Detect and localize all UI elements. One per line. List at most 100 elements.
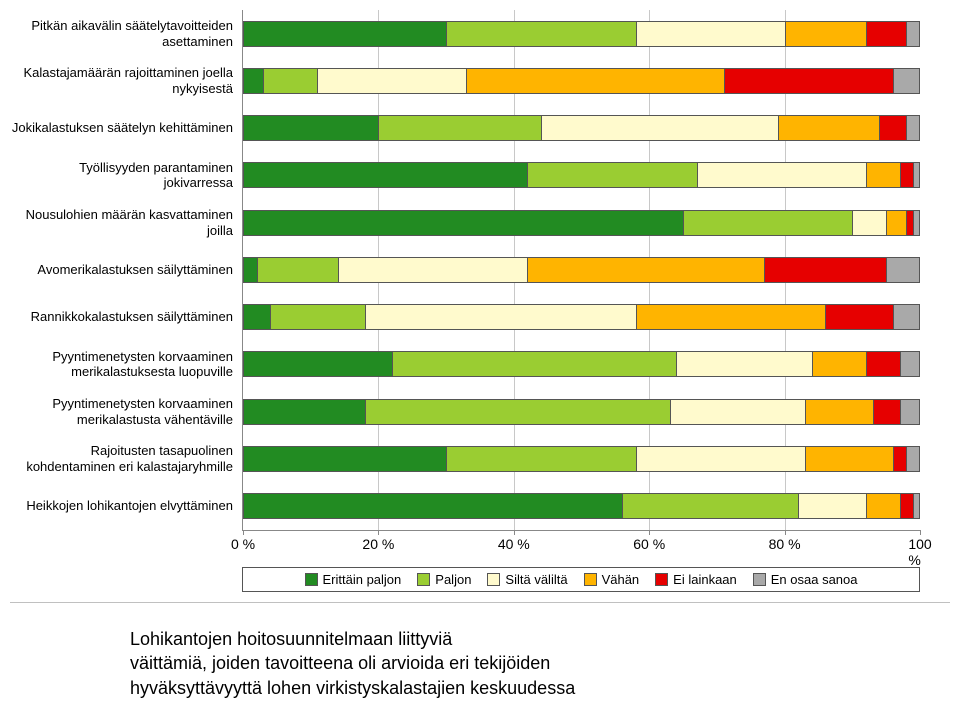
legend-label: Paljon [435, 572, 471, 587]
category-label: Pyyntimenetysten korvaaminen merikalastu… [11, 349, 243, 380]
bar-segment-ei_lainkaan [893, 446, 907, 472]
x-tick-label: 80 % [769, 530, 801, 552]
bar-segment-erittain_paljon [243, 162, 527, 188]
bar-segment-paljon [270, 304, 365, 330]
bar-segment-silta_valilta [697, 162, 866, 188]
category-label: Heikkojen lohikantojen elvyttäminen [11, 498, 243, 514]
legend: Erittäin paljon Paljon Siltä väliltä Vähän E… [242, 567, 920, 592]
category-label: Jokikalastuksen säätelyn kehittäminen [11, 120, 243, 136]
legend-label: En osaa sanoa [771, 572, 858, 587]
chart-plot-area: Pitkän aikavälin säätelytavoitteiden ase… [242, 10, 920, 531]
legend-swatch [417, 573, 430, 586]
bar-track [243, 210, 920, 236]
legend-item-silta_valilta: Siltä väliltä [487, 572, 567, 587]
legend-item-paljon: Paljon [417, 572, 471, 587]
bar-segment-ei_lainkaan [900, 162, 914, 188]
x-tick-label: 20 % [362, 530, 394, 552]
bar-segment-vahan [466, 68, 723, 94]
legend-swatch [655, 573, 668, 586]
chart-row: Heikkojen lohikantojen elvyttäminen [243, 483, 920, 530]
bar-segment-en_osaa_sanoa [906, 446, 920, 472]
bar-segment-ei_lainkaan [866, 351, 900, 377]
bar-segment-ei_lainkaan [825, 304, 893, 330]
caption-text: Lohikantojen hoitosuunnitelmaan liittyvi… [130, 627, 910, 700]
bar-track [243, 257, 920, 283]
bar-segment-paljon [683, 210, 852, 236]
bar-segment-erittain_paljon [243, 21, 446, 47]
bar-segment-vahan [778, 115, 880, 141]
bar-segment-vahan [785, 21, 866, 47]
bar-segment-silta_valilta [852, 210, 886, 236]
bar-segment-en_osaa_sanoa [906, 115, 920, 141]
bar-track [243, 162, 920, 188]
bar-segment-paljon [365, 399, 670, 425]
bar-segment-en_osaa_sanoa [893, 68, 920, 94]
x-tick-label: 40 % [498, 530, 530, 552]
bar-segment-silta_valilta [365, 304, 636, 330]
bar-segment-paljon [378, 115, 540, 141]
bar-segment-silta_valilta [670, 399, 805, 425]
chart-row: Jokikalastuksen säätelyn kehittäminen [243, 105, 920, 152]
bar-segment-ei_lainkaan [724, 68, 893, 94]
chart-row: Avomerikalastuksen säilyttäminen [243, 246, 920, 293]
bar-segment-erittain_paljon [243, 210, 683, 236]
legend-swatch [305, 573, 318, 586]
category-label: Nousulohien määrän kasvattaminen joilla [11, 207, 243, 238]
legend-label: Erittäin paljon [323, 572, 402, 587]
bar-segment-paljon [446, 21, 636, 47]
bar-segment-ei_lainkaan [764, 257, 886, 283]
chart-row: Rannikkokalastuksen säilyttäminen [243, 294, 920, 341]
bar-segment-erittain_paljon [243, 399, 365, 425]
bar-segment-en_osaa_sanoa [906, 21, 920, 47]
category-label: Kalastajamäärän rajoittaminen joella nyk… [11, 65, 243, 96]
bar-segment-paljon [263, 68, 317, 94]
bar-segment-ei_lainkaan [879, 115, 906, 141]
bar-segment-ei_lainkaan [900, 493, 914, 519]
bar-track [243, 68, 920, 94]
category-label: Työllisyyden parantaminen jokivarressa [11, 160, 243, 191]
chart-rows: Pitkän aikavälin säätelytavoitteiden ase… [243, 10, 920, 530]
category-label: Rannikkokalastuksen säilyttäminen [11, 309, 243, 325]
bar-segment-vahan [805, 399, 873, 425]
bar-segment-erittain_paljon [243, 68, 263, 94]
legend-label: Siltä väliltä [505, 572, 567, 587]
caption-line: hyväksyttävyyttä lohen virkistyskalastaj… [130, 678, 575, 698]
category-label: Pyyntimenetysten korvaaminen merikalastu… [11, 396, 243, 427]
chart-row: Pyyntimenetysten korvaaminen merikalastu… [243, 341, 920, 388]
x-tick-label: 100 % [908, 530, 931, 568]
category-label: Avomerikalastuksen säilyttäminen [11, 262, 243, 278]
bar-segment-vahan [805, 446, 893, 472]
x-axis: 0 %20 %40 %60 %80 %100 % [243, 530, 920, 560]
chart-row: Työllisyyden parantaminen jokivarressa [243, 152, 920, 199]
bar-segment-silta_valilta [798, 493, 866, 519]
bar-track [243, 399, 920, 425]
bar-segment-erittain_paljon [243, 493, 622, 519]
bar-segment-paljon [392, 351, 676, 377]
legend-item-ei_lainkaan: Ei lainkaan [655, 572, 737, 587]
bar-segment-erittain_paljon [243, 257, 257, 283]
bar-segment-paljon [622, 493, 798, 519]
bar-segment-paljon [446, 446, 636, 472]
bar-segment-erittain_paljon [243, 115, 378, 141]
legend-swatch [584, 573, 597, 586]
chart-row: Pyyntimenetysten korvaaminen merikalastu… [243, 388, 920, 435]
bar-segment-erittain_paljon [243, 351, 392, 377]
chart-row: Pitkän aikavälin säätelytavoitteiden ase… [243, 10, 920, 57]
bar-segment-en_osaa_sanoa [913, 162, 920, 188]
bar-track [243, 115, 920, 141]
x-tick-label: 0 % [231, 530, 255, 552]
bar-segment-paljon [257, 257, 338, 283]
bar-segment-silta_valilta [636, 21, 785, 47]
legend-label: Vähän [602, 572, 640, 587]
bar-segment-erittain_paljon [243, 304, 270, 330]
bar-segment-en_osaa_sanoa [900, 351, 920, 377]
bar-track [243, 21, 920, 47]
bar-segment-silta_valilta [636, 446, 805, 472]
bar-segment-vahan [866, 493, 900, 519]
bar-track [243, 493, 920, 519]
legend-item-en_osaa_sanoa: En osaa sanoa [753, 572, 858, 587]
bar-track [243, 446, 920, 472]
bar-segment-vahan [886, 210, 906, 236]
caption-line: väittämiä, joiden tavoitteena oli arvioi… [130, 653, 550, 673]
bar-segment-en_osaa_sanoa [900, 399, 920, 425]
